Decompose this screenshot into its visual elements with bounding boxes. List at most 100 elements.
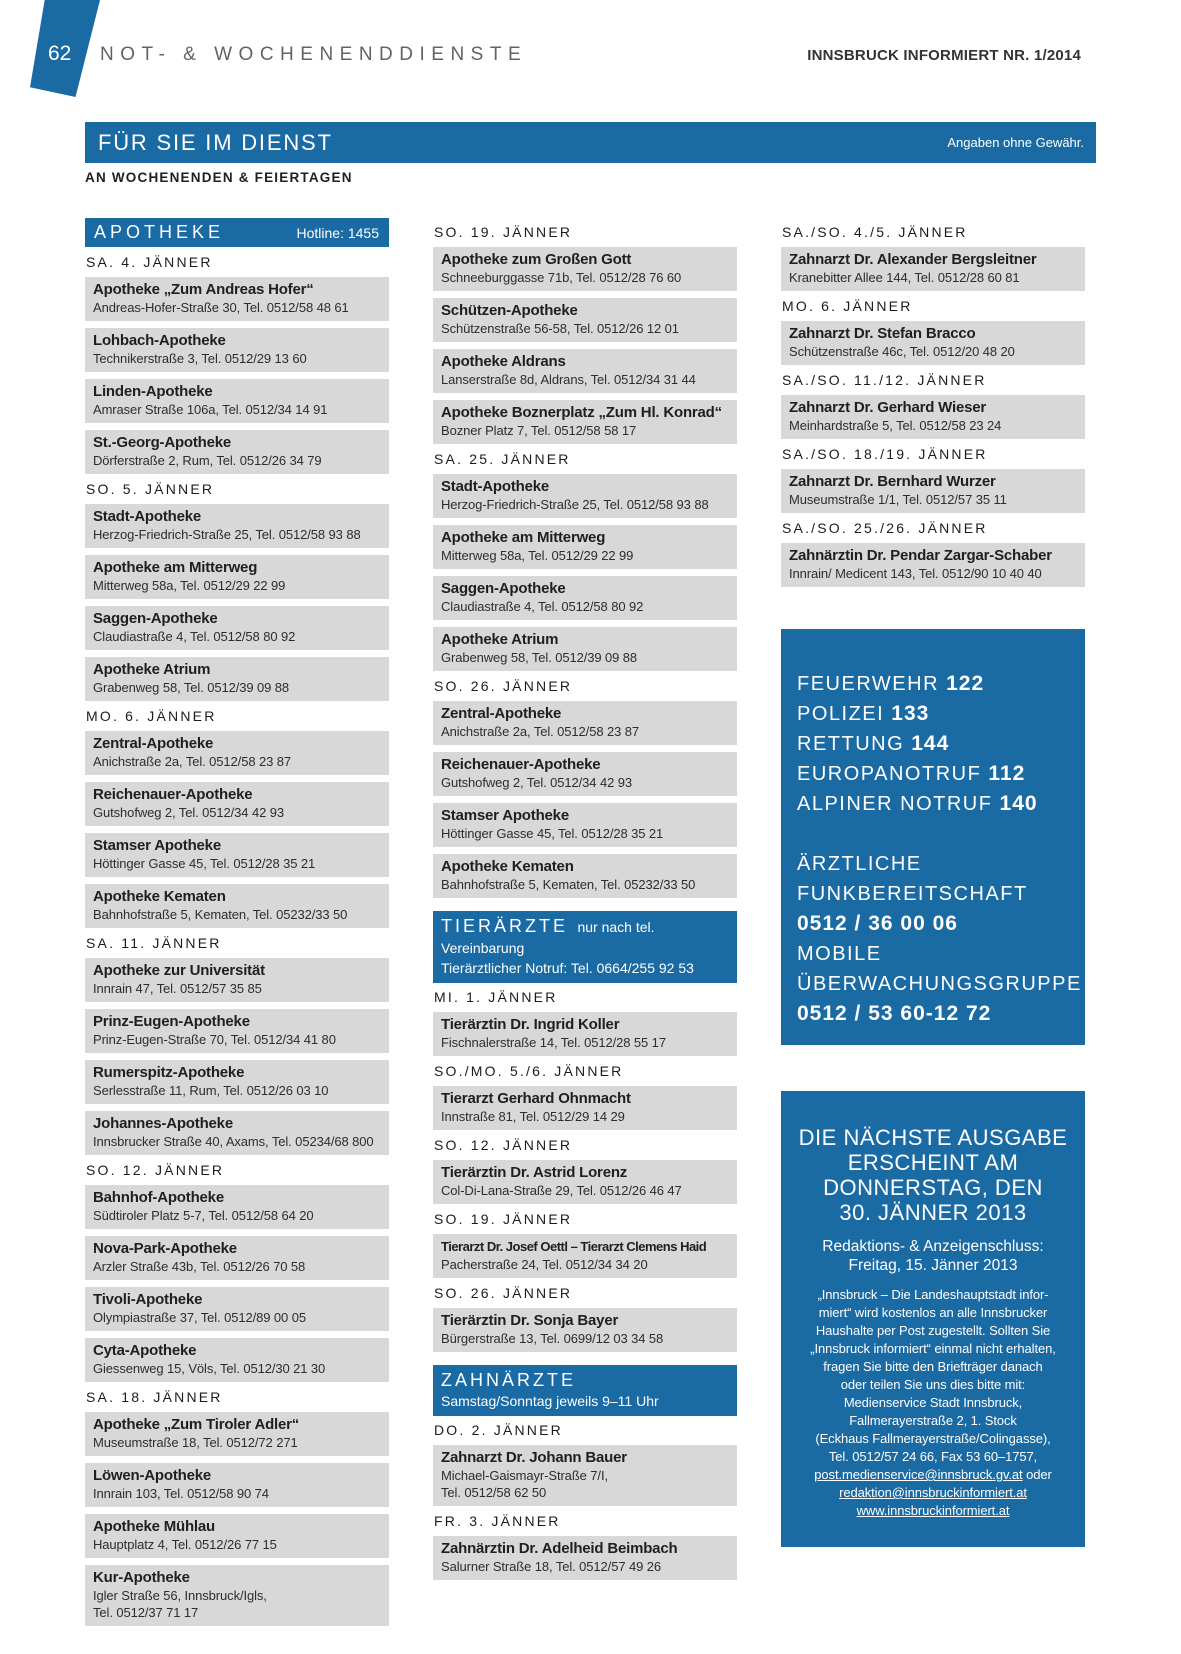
entry-address: Bahnhofstraße 5, Kematen, Tel. 05232/33 …: [441, 877, 696, 892]
dentist-entry: Zahnarzt Dr. Johann Bauer Michael-Gaisma…: [433, 1445, 737, 1506]
entry-name: Zahnarzt Dr. Johann Bauer: [441, 1449, 627, 1466]
entry-name: Apotheke Aldrans: [441, 353, 566, 370]
website-link[interactable]: www.innsbruckinformiert.at: [856, 1503, 1010, 1518]
banner-title: FÜR SIE IM DIENST: [98, 129, 333, 155]
entry-address: Fischnalerstraße 14, Tel. 0512/28 55 17: [441, 1035, 666, 1050]
date-header: SA. 4. JÄNNER: [86, 254, 213, 270]
date-header: SO. 5. JÄNNER: [86, 481, 215, 497]
date-header: MO. 6. JÄNNER: [782, 298, 913, 314]
entry-address: Claudiastraße 4, Tel. 0512/58 80 92: [93, 629, 296, 644]
entry-name: Apotheke Mühlau: [93, 1518, 216, 1535]
date-header: SA. 25. JÄNNER: [434, 451, 571, 467]
entry-name: Prinz-Eugen-Apotheke: [93, 1013, 250, 1030]
pharmacy-entry: Lohbach-Apotheke Technikerstraße 3, Tel.…: [85, 328, 389, 372]
entry-name: Tierärztin Dr. Ingrid Koller: [441, 1016, 620, 1033]
entry-address: Meinhardstraße 5, Tel. 0512/58 23 24: [789, 418, 1002, 433]
next-issue-box: DIE NÄCHSTE AUSGABE ERSCHEINT AM DONNERS…: [781, 1091, 1085, 1547]
entry-name: Apotheke am Mitterweg: [441, 529, 606, 546]
entry-name: Reichenauer-Apotheke: [441, 756, 601, 773]
emergency-line: ALPINER NOTRUF 140: [797, 792, 1038, 815]
entry-address: Bürgerstraße 13, Tel. 0699/12 03 34 58: [441, 1331, 664, 1346]
pharmacy-entry: Bahnhof-Apotheke Südtiroler Platz 5-7, T…: [85, 1185, 389, 1229]
entry-name: Johannes-Apotheke: [93, 1115, 233, 1132]
entry-name: Apotheke zum Großen Gott: [441, 251, 632, 268]
pharmacy-entry: Prinz-Eugen-Apotheke Prinz-Eugen-Straße …: [85, 1009, 389, 1053]
entry-name: Tierärztin Dr. Sonja Bayer: [441, 1312, 619, 1329]
date-header: MO. 6. JÄNNER: [86, 708, 217, 724]
entry-name: Stadt-Apotheke: [93, 508, 202, 525]
entry-address: Bahnhofstraße 5, Kematen, Tel. 05232/33 …: [93, 907, 348, 922]
email-link-medienservice[interactable]: post.medienservice@innsbruck.gv.at: [814, 1467, 1023, 1482]
pharmacy-entry: St.-Georg-Apotheke Dörferstraße 2, Rum, …: [85, 430, 389, 474]
email-link-redaktion[interactable]: redaktion@innsbruckinformiert.at: [839, 1485, 1027, 1500]
entry-name: Nova-Park-Apotheke: [93, 1240, 237, 1257]
pharmacy-entry: Apotheke Mühlau Hauptplatz 4, Tel. 0512/…: [85, 1514, 389, 1558]
entry-name: Apotheke Kematen: [93, 888, 226, 905]
entry-name: Zentral-Apotheke: [441, 705, 562, 722]
banner-disclaimer: Angaben ohne Gewähr.: [947, 135, 1084, 150]
entry-address: Innstraße 81, Tel. 0512/29 14 29: [441, 1109, 625, 1124]
dentist-entry: Zahnarzt Dr. Bernhard Wurzer Museumstraß…: [781, 469, 1085, 513]
entry-name: Apotheke Atrium: [93, 661, 211, 678]
entry-address: Innsbrucker Straße 40, Axams, Tel. 05234…: [93, 1134, 374, 1149]
entry-name: Apotheke Atrium: [441, 631, 559, 648]
entry-name: Cyta-Apotheke: [93, 1342, 197, 1359]
entry-address: Bozner Platz 7, Tel. 0512/58 58 17: [441, 423, 637, 438]
pharmacy-entry: Kur-Apotheke Igler Straße 56, Innsbruck/…: [85, 1565, 389, 1626]
tieraerzte-title: TIERÄRZTE: [441, 916, 569, 936]
entry-address: Gutshofweg 2, Tel. 0512/34 42 93: [441, 775, 632, 790]
entry-address: Grabenweg 58, Tel. 0512/39 09 88: [93, 680, 290, 695]
entry-address: Gutshofweg 2, Tel. 0512/34 42 93: [93, 805, 284, 820]
entry-name: Rumerspitz-Apotheke: [93, 1064, 245, 1081]
date-header: SA./SO. 25./26. JÄNNER: [782, 520, 988, 536]
entry-address: Arzler Straße 43b, Tel. 0512/26 70 58: [93, 1259, 306, 1274]
email-suffix: oder: [1022, 1467, 1052, 1482]
entry-address-line2: Tel. 0512/58 62 50: [441, 1485, 547, 1500]
entry-name: Tierärztin Dr. Astrid Lorenz: [441, 1164, 628, 1181]
service-number: 0512 / 36 00 06: [797, 912, 958, 935]
emergency-line: RETTUNG 144: [797, 732, 950, 755]
vet-entry: Tierärztin Dr. Ingrid Koller Fischnalers…: [433, 1012, 737, 1056]
service-label: ÄRZTLICHE FUNKBEREITSCHAFT: [797, 853, 1028, 905]
entry-name: Zahnärztin Dr. Pendar Zargar-Schaber: [789, 547, 1052, 564]
pharmacy-entry: Apotheke Atrium Grabenweg 58, Tel. 0512/…: [433, 627, 737, 671]
entry-address: Kranebitter Allee 144, Tel. 0512/28 60 8…: [789, 270, 1020, 285]
date-header: SA. 11. JÄNNER: [86, 935, 222, 951]
section-title: NOT- & WOCHENENDDIENSTE: [100, 44, 528, 65]
emergency-numbers-box: FEUERWEHR 122 POLIZEI 133 RETTUNG 144 EU…: [781, 629, 1085, 1045]
entry-address: Höttinger Gasse 45, Tel. 0512/28 35 21: [441, 826, 664, 841]
next-issue-body: „Innsbruck – Die Landeshauptstadt infor-…: [810, 1287, 1056, 1518]
pharmacy-entry: Nova-Park-Apotheke Arzler Straße 43b, Te…: [85, 1236, 389, 1280]
entry-name: Zahnarzt Dr. Alexander Bergsleitner: [789, 251, 1037, 268]
column-pharmacies-left: APOTHEKE Hotline: 1455 SA. 4. JÄNNER Apo…: [85, 218, 389, 1633]
entry-name: Apotheke am Mitterweg: [93, 559, 258, 576]
pharmacy-entry: Löwen-Apotheke Innrain 103, Tel. 0512/58…: [85, 1463, 389, 1507]
entry-name: Zahnarzt Dr. Bernhard Wurzer: [789, 473, 996, 490]
tieraerzte-note: nur nach tel. Vereinbarung: [441, 919, 655, 956]
pharmacy-entry: Linden-Apotheke Amraser Straße 106a, Tel…: [85, 379, 389, 423]
entry-address: Col-Di-Lana-Straße 29, Tel. 0512/26 46 4…: [441, 1183, 682, 1198]
emergency-line: FEUERWEHR 122: [797, 672, 985, 695]
entry-address: Schützenstraße 46c, Tel. 0512/20 48 20: [789, 344, 1015, 359]
entry-name: Apotheke zur Universität: [93, 962, 265, 979]
date-header: SA./SO. 4./5. JÄNNER: [782, 224, 968, 240]
apotheke-section-header: APOTHEKE Hotline: 1455: [85, 218, 389, 247]
entry-address: Innrain 47, Tel. 0512/57 35 85: [93, 981, 262, 996]
date-header: FR. 3. JÄNNER: [434, 1513, 561, 1529]
entry-name: Apotheke Boznerplatz „Zum Hl. Konrad“: [441, 404, 722, 421]
entry-address: Andreas-Hofer-Straße 30, Tel. 0512/58 48…: [93, 300, 349, 315]
pharmacy-entry: Tivoli-Apotheke Olympiastraße 37, Tel. 0…: [85, 1287, 389, 1331]
pharmacy-entry: Johannes-Apotheke Innsbrucker Straße 40,…: [85, 1111, 389, 1155]
pharmacy-entry: Zentral-Apotheke Anichstraße 2a, Tel. 05…: [85, 731, 389, 775]
entry-name: Saggen-Apotheke: [441, 580, 566, 597]
entry-address: Museumstraße 1/1, Tel. 0512/57 35 11: [789, 492, 1007, 507]
entry-address: Michael-Gaismayr-Straße 7/I,: [441, 1468, 608, 1483]
entry-address: Südtiroler Platz 5-7, Tel. 0512/58 64 20: [93, 1208, 314, 1223]
entry-name: Zahnarzt Dr. Stefan Bracco: [789, 325, 976, 342]
entry-name: Kur-Apotheke: [93, 1569, 190, 1586]
pharmacy-entry: Saggen-Apotheke Claudiastraße 4, Tel. 05…: [85, 606, 389, 650]
column-dentists-emergency: SA./SO. 4./5. JÄNNER Zahnarzt Dr. Alexan…: [781, 222, 1085, 1547]
pharmacy-entry: Saggen-Apotheke Claudiastraße 4, Tel. 05…: [433, 576, 737, 620]
entry-name: Tivoli-Apotheke: [93, 1291, 203, 1308]
